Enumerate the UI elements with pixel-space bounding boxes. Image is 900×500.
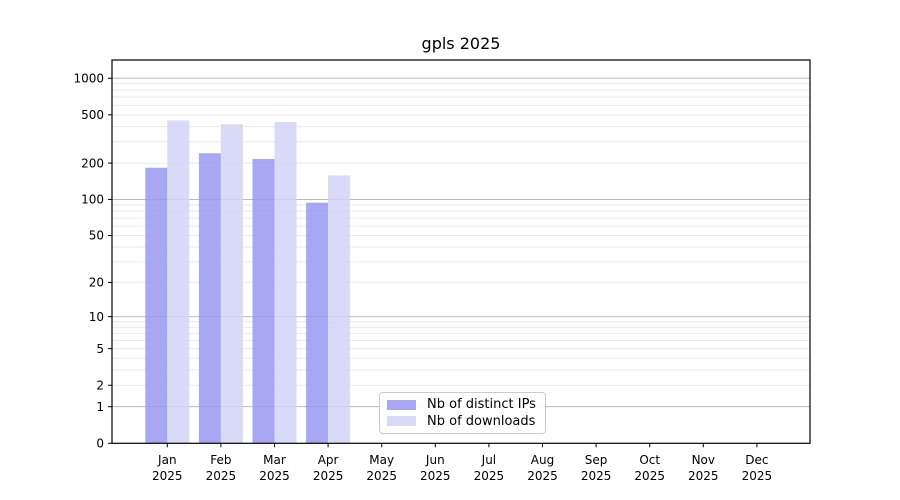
x-tick-month-may: May (369, 453, 394, 467)
y-tick-label-5: 5 (96, 342, 104, 356)
x-tick-month-jun: Jun (425, 453, 445, 467)
distinct-ips-swatch-icon (387, 399, 416, 410)
x-tick-year: 2025 (152, 469, 183, 483)
y-tick-label-20: 20 (89, 276, 104, 290)
bar-feb-downloads (220, 124, 243, 444)
bar-feb-ips (198, 153, 221, 444)
y-tick-label-10: 10 (89, 310, 104, 324)
plot-border (111, 59, 811, 444)
x-tick-month-feb: Feb (210, 453, 231, 467)
y-tick-label-1: 1 (96, 400, 104, 414)
y-tick-label-2: 2 (96, 378, 104, 392)
y-tick-label-100: 100 (81, 193, 104, 207)
bar-jan-downloads (167, 120, 190, 444)
series-ips (145, 153, 329, 444)
x-tick-year: 2025 (366, 469, 397, 483)
bar-mar-downloads (274, 122, 297, 444)
chart-title: gpls 2025 (421, 34, 501, 53)
bar-mar-ips (252, 159, 275, 444)
x-tick-month-mar: Mar (263, 453, 286, 467)
x-tick-year: 2025 (259, 469, 290, 483)
x-tick-month-nov: Nov (692, 453, 715, 467)
x-tick-year: 2025 (634, 469, 665, 483)
legend-label-downloads: Nb of downloads (427, 413, 536, 429)
x-tick-month-dec: Dec (745, 453, 768, 467)
legend-label-distinct-ips: Nb of distinct IPs (427, 397, 536, 413)
x-tick-month-oct: Oct (639, 453, 660, 467)
x-tick-month-apr: Apr (318, 453, 339, 467)
x-tick-year: 2025 (527, 469, 558, 483)
bar-apr-ips (306, 202, 329, 444)
x-tick-year: 2025 (313, 469, 344, 483)
y-tick-label-1000: 1000 (73, 71, 104, 85)
y-tick-label-0: 0 (96, 437, 104, 451)
y-tick-label-200: 200 (81, 156, 104, 170)
x-tick-year: 2025 (474, 469, 505, 483)
downloads-swatch-icon (387, 416, 416, 427)
x-tick-month-aug: Aug (531, 453, 554, 467)
x-tick-month-jul: Jul (481, 453, 496, 467)
bar-apr-downloads (328, 175, 351, 444)
x-tick-year: 2025 (206, 469, 237, 483)
y-tick-label-500: 500 (81, 108, 104, 122)
bar-jan-ips (145, 167, 168, 444)
x-tick-year: 2025 (742, 469, 773, 483)
legend-item-downloads: Nb of downloads (387, 415, 539, 428)
x-axis: Jan 2025 Feb 2025 Mar 2025 Apr 2025 May 2025 Jun 20… (152, 443, 772, 483)
y-tick-label-50: 50 (89, 229, 104, 243)
x-tick-year: 2025 (581, 469, 612, 483)
x-tick-month-jan: Jan (157, 453, 177, 467)
series-downloads (167, 120, 351, 444)
x-tick-year: 2025 (420, 469, 451, 483)
x-tick-month-sep: Sep (585, 453, 608, 467)
y-axis: 0 1 2 5 10 20 50 100 200 500 1000 (73, 71, 112, 451)
x-tick-year: 2025 (688, 469, 719, 483)
legend-item-distinct-ips: Nb of distinct IPs (387, 398, 539, 411)
legend: Nb of distinct IPs Nb of downloads (379, 392, 546, 434)
